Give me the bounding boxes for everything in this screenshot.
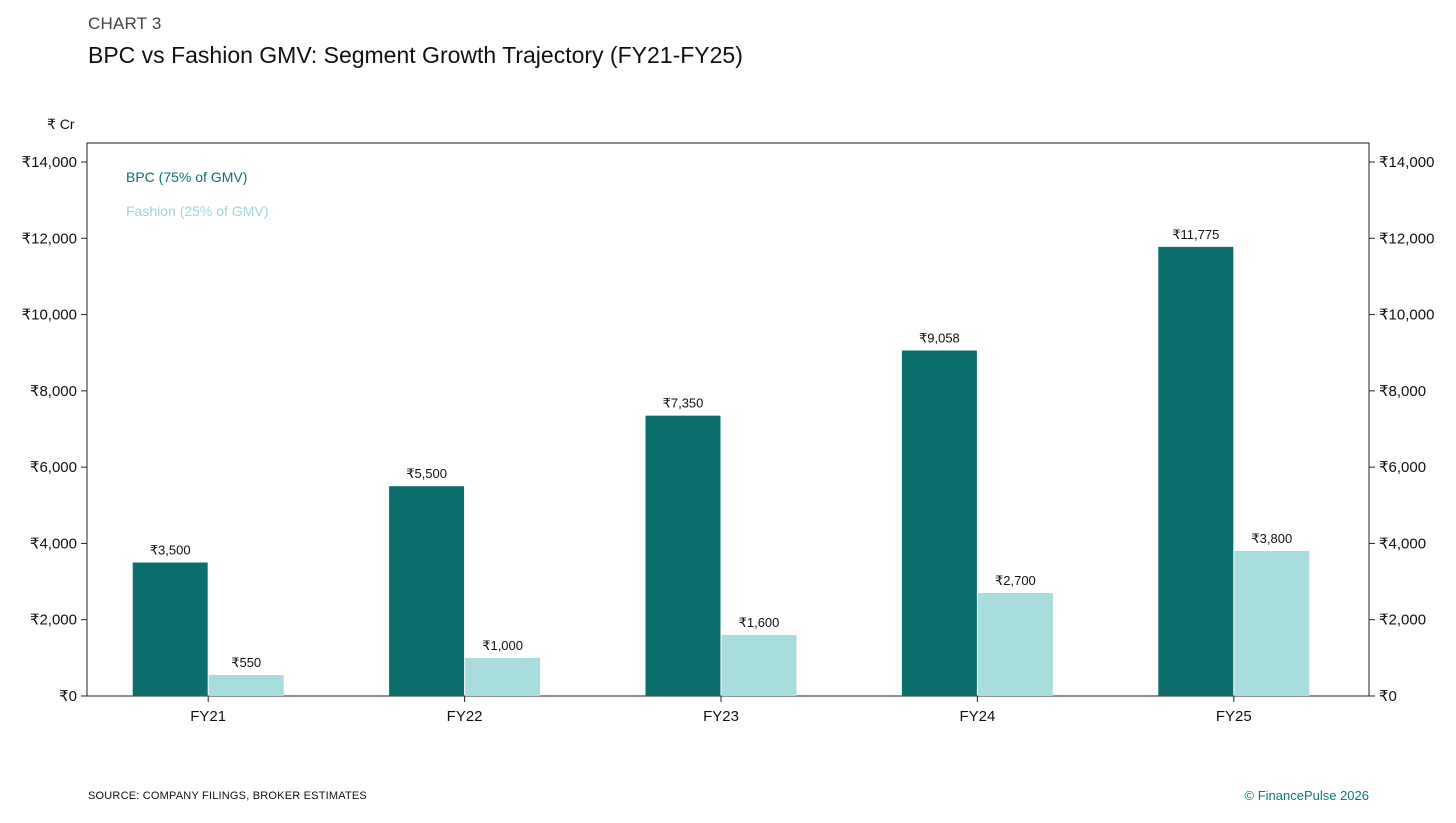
y-tick-label-left: ₹8,000: [30, 383, 77, 400]
data-label-bpc: ₹11,775: [1172, 227, 1219, 242]
data-label-fashion: ₹1,000: [482, 638, 523, 653]
bar-bpc: [1158, 246, 1234, 696]
y-axis-left: ₹0 ₹2,000 ₹4,000 ₹6,000 ₹8,000 ₹10,000 ₹12,000…: [22, 154, 87, 705]
x-tick-label: FY22: [447, 708, 483, 725]
y-axis-right: ₹0 ₹2,000 ₹4,000 ₹6,000 ₹8,000 ₹10,000 ₹12,000…: [1369, 154, 1434, 705]
y-tick-label-right: ₹2,000: [1379, 612, 1426, 629]
y-tick-label-right: ₹4,000: [1379, 535, 1426, 552]
y-tick-label-left: ₹2,000: [30, 612, 77, 629]
y-tick-label-right: ₹12,000: [1379, 230, 1434, 247]
bar-bpc: [645, 415, 721, 696]
source-note: SOURCE: COMPANY FILINGS, BROKER ESTIMATE…: [88, 790, 367, 802]
bar-bpc: [901, 350, 977, 696]
y-tick-label-left: ₹4,000: [30, 535, 77, 552]
data-label-bpc: ₹7,350: [663, 396, 704, 411]
data-label-bpc: ₹5,500: [406, 466, 447, 481]
data-label-bpc: ₹9,058: [919, 331, 960, 346]
x-tick-label: FY24: [959, 708, 995, 725]
bar-bpc: [132, 562, 208, 696]
y-tick-label-left: ₹10,000: [22, 307, 77, 324]
x-tick-label: FY21: [190, 708, 226, 725]
y-tick-label-right: ₹8,000: [1379, 383, 1426, 400]
data-label-bpc: ₹3,500: [150, 543, 191, 558]
brand-credit: © FinancePulse 2026: [1244, 788, 1370, 803]
data-label-fashion: ₹550: [231, 655, 261, 670]
bar-fashion: [1234, 551, 1310, 696]
y-tick-label-left: ₹14,000: [22, 154, 77, 171]
bar-fashion: [465, 657, 541, 696]
y-tick-label-right: ₹14,000: [1379, 154, 1434, 171]
x-axis: FY21 FY22 FY23 FY24 FY25: [190, 696, 1252, 725]
y-unit-label: ₹ Cr: [47, 116, 75, 132]
data-label-fashion: ₹2,700: [995, 573, 1036, 588]
bar-fashion: [721, 634, 797, 696]
bar-fashion: [977, 593, 1053, 696]
legend: BPC (75% of GMV) Fashion (25% of GMV): [126, 169, 268, 219]
bars-group: ₹3,500 ₹550 ₹5,500 ₹1,000 ₹7,350 ₹1,600 ₹9,058…: [132, 227, 1310, 696]
y-tick-label-right: ₹10,000: [1379, 307, 1434, 324]
chart-kicker: CHART 3: [88, 14, 162, 33]
x-tick-label: FY23: [703, 708, 739, 725]
y-tick-label-left: ₹12,000: [22, 230, 77, 247]
bar-bpc: [389, 486, 465, 696]
data-label-fashion: ₹1,600: [739, 615, 780, 630]
y-tick-label-left: ₹6,000: [30, 459, 77, 476]
bar-fashion: [208, 675, 284, 696]
y-tick-label-right: ₹0: [1379, 688, 1397, 705]
legend-item-fashion: Fashion (25% of GMV): [126, 203, 268, 219]
data-label-fashion: ₹3,800: [1251, 531, 1292, 546]
y-tick-label-right: ₹6,000: [1379, 459, 1426, 476]
legend-item-bpc: BPC (75% of GMV): [126, 169, 247, 185]
y-tick-label-left: ₹0: [59, 688, 77, 705]
chart-title: BPC vs Fashion GMV: Segment Growth Traje…: [88, 42, 743, 68]
x-tick-label: FY25: [1216, 708, 1252, 725]
